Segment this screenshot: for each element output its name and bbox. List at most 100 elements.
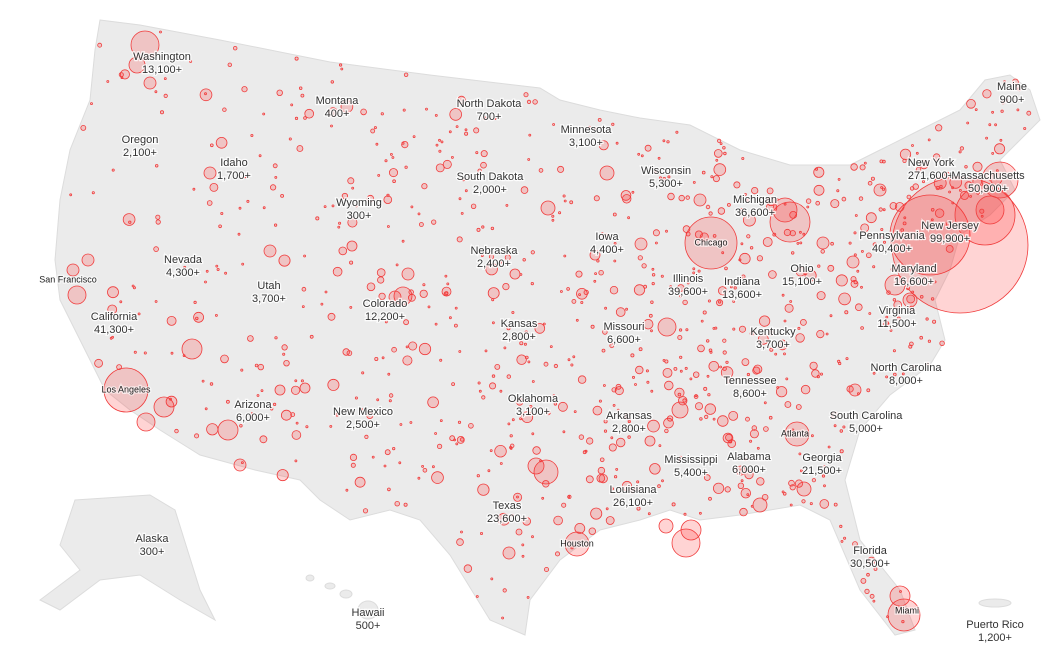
bubble bbox=[421, 183, 428, 190]
bubble bbox=[210, 143, 214, 148]
bubble bbox=[388, 399, 392, 403]
bubble bbox=[375, 142, 379, 146]
bubble bbox=[204, 280, 207, 284]
bubble bbox=[283, 360, 290, 367]
bubble bbox=[722, 146, 726, 150]
bubble bbox=[1003, 80, 1007, 84]
bubble bbox=[502, 588, 507, 593]
bubble bbox=[392, 179, 396, 184]
bubble bbox=[1016, 108, 1020, 112]
bubble bbox=[331, 204, 335, 208]
bubble bbox=[519, 341, 524, 346]
bubble bbox=[805, 198, 812, 204]
bubble bbox=[935, 185, 940, 191]
bubble bbox=[611, 387, 617, 393]
bubble bbox=[360, 108, 367, 116]
bubble bbox=[644, 144, 652, 152]
bubble bbox=[712, 417, 716, 421]
bubble bbox=[408, 289, 414, 295]
bubble bbox=[598, 399, 602, 403]
region-count: 39,600+ bbox=[668, 286, 708, 298]
region-name: New York bbox=[908, 157, 955, 169]
bubble bbox=[552, 394, 556, 398]
bubble bbox=[683, 512, 687, 516]
bubble bbox=[154, 164, 159, 168]
bubble bbox=[240, 368, 244, 372]
bubble bbox=[800, 384, 811, 395]
bubble bbox=[675, 130, 679, 134]
bubble bbox=[451, 382, 456, 387]
bubble bbox=[583, 289, 589, 295]
bubble bbox=[1004, 98, 1009, 103]
bubble bbox=[294, 116, 299, 121]
bubble bbox=[627, 435, 631, 439]
bubble bbox=[521, 543, 525, 547]
bubble bbox=[838, 292, 851, 306]
bubble bbox=[169, 397, 172, 401]
bubble bbox=[909, 305, 914, 311]
bubble bbox=[974, 108, 978, 111]
bubble bbox=[189, 59, 193, 63]
bubble bbox=[839, 524, 843, 529]
bubble bbox=[906, 286, 910, 291]
bubble bbox=[758, 315, 771, 327]
bubble bbox=[751, 425, 757, 431]
bubble bbox=[706, 339, 710, 343]
bubble bbox=[376, 398, 380, 402]
bubble bbox=[912, 365, 916, 368]
region-count: 1,200+ bbox=[978, 632, 1012, 644]
bubble bbox=[475, 595, 479, 598]
bubble bbox=[398, 461, 402, 465]
bubble bbox=[622, 194, 632, 204]
bubble bbox=[1000, 109, 1004, 113]
bubble bbox=[717, 207, 726, 215]
bubble bbox=[932, 319, 937, 324]
bubble bbox=[823, 484, 826, 488]
bubble bbox=[708, 496, 712, 501]
bubble bbox=[349, 453, 358, 461]
bubble bbox=[456, 538, 464, 546]
bubble bbox=[534, 323, 546, 334]
bubble bbox=[522, 516, 531, 526]
bubble bbox=[394, 501, 400, 507]
bubble bbox=[455, 125, 459, 128]
bubble bbox=[980, 214, 984, 218]
bubble bbox=[493, 187, 497, 191]
bubble bbox=[837, 359, 841, 363]
bubble bbox=[782, 491, 787, 496]
bubble bbox=[705, 204, 711, 210]
bubble bbox=[143, 76, 157, 90]
bubble bbox=[676, 284, 685, 292]
bubble bbox=[532, 446, 541, 455]
bubble bbox=[858, 196, 864, 201]
region-count: 3,100+ bbox=[516, 406, 550, 418]
bubble bbox=[299, 86, 303, 90]
bubble bbox=[227, 62, 232, 68]
bubble bbox=[408, 341, 418, 351]
bubble bbox=[944, 171, 950, 178]
bubble bbox=[530, 250, 535, 255]
bubble bbox=[448, 316, 452, 320]
bubble bbox=[557, 165, 565, 173]
bubble bbox=[605, 516, 615, 525]
bubble bbox=[694, 394, 698, 398]
region-name: Wisconsin bbox=[641, 165, 691, 177]
bubble bbox=[611, 487, 614, 491]
bubble bbox=[174, 428, 179, 434]
bubble bbox=[666, 140, 670, 144]
bubble bbox=[487, 469, 491, 473]
bubble bbox=[401, 141, 405, 145]
bubble bbox=[155, 214, 161, 220]
bubble bbox=[97, 42, 103, 48]
bubble bbox=[464, 131, 469, 136]
bubble bbox=[222, 107, 227, 112]
bubble bbox=[386, 193, 390, 197]
bubble bbox=[412, 135, 416, 139]
bubble bbox=[964, 165, 968, 169]
bubble bbox=[601, 348, 606, 353]
bubble bbox=[662, 177, 667, 181]
bubble bbox=[741, 156, 745, 160]
bubble bbox=[502, 282, 510, 291]
city-name: Atlanta bbox=[781, 428, 809, 438]
bubble bbox=[444, 291, 449, 296]
